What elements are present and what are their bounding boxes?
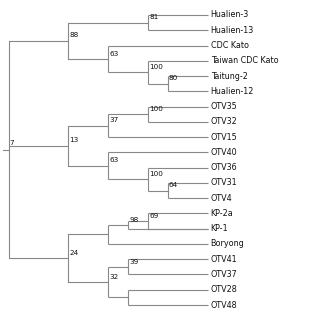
Text: 100: 100 [149,171,163,177]
Text: OTV28: OTV28 [211,285,237,294]
Text: 63: 63 [109,157,118,164]
Text: CDC Kato: CDC Kato [211,41,249,50]
Text: Hualien-12: Hualien-12 [211,87,254,96]
Text: OTV35: OTV35 [211,102,237,111]
Text: 88: 88 [69,32,79,38]
Text: 81: 81 [149,14,158,20]
Text: 24: 24 [69,250,79,256]
Text: 98: 98 [129,217,139,223]
Text: 64: 64 [169,182,178,188]
Text: KP-2a: KP-2a [211,209,234,218]
Text: Hualien-3: Hualien-3 [211,11,249,20]
Text: OTV31: OTV31 [211,178,237,188]
Text: 63: 63 [109,51,118,57]
Text: 39: 39 [129,259,139,265]
Text: KP-1: KP-1 [211,224,228,233]
Text: OTV15: OTV15 [211,132,237,142]
Text: 69: 69 [149,213,158,219]
Text: 7: 7 [10,140,14,146]
Text: 13: 13 [69,137,79,143]
Text: 80: 80 [169,76,178,81]
Text: Hualien-13: Hualien-13 [211,26,254,35]
Text: OTV37: OTV37 [211,270,237,279]
Text: OTV4: OTV4 [211,194,232,203]
Text: 37: 37 [109,117,118,124]
Text: OTV48: OTV48 [211,300,237,309]
Text: OTV36: OTV36 [211,163,237,172]
Text: Taitung-2: Taitung-2 [211,72,248,81]
Text: OTV41: OTV41 [211,255,237,264]
Text: OTV40: OTV40 [211,148,237,157]
Text: 100: 100 [149,64,163,70]
Text: OTV32: OTV32 [211,117,237,126]
Text: 32: 32 [109,274,118,280]
Text: Taiwan CDC Kato: Taiwan CDC Kato [211,56,278,65]
Text: Boryong: Boryong [211,239,244,248]
Text: 100: 100 [149,106,163,112]
